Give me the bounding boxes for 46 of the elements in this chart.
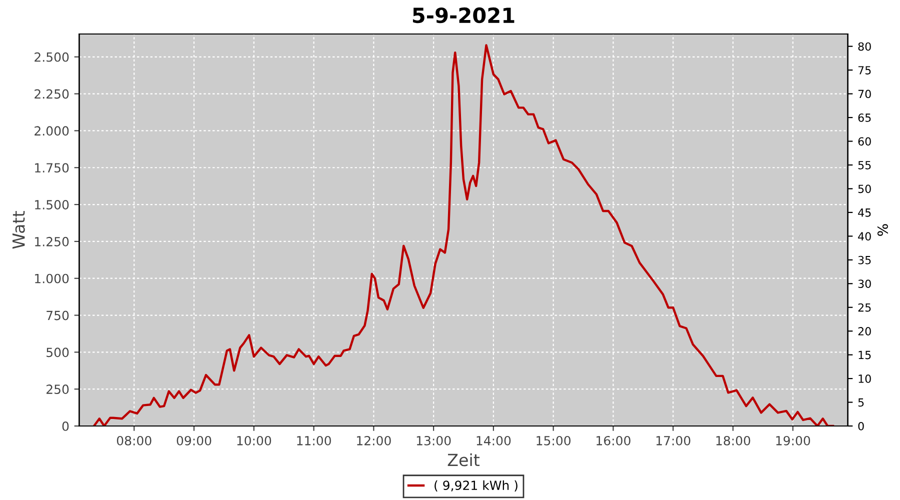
y-tick-label: 1.750	[35, 163, 69, 173]
x-tick-label: 10:00	[237, 436, 272, 446]
x-tick-label: 17:00	[656, 436, 690, 446]
x-tick-label: 12:00	[357, 436, 391, 446]
x-tick-label: 08:00	[116, 436, 152, 446]
y2-tick-label: 5	[858, 398, 864, 407]
y-tick-label: 750	[46, 310, 69, 320]
y2-tick-label: 75	[858, 66, 871, 74]
y2-tick-label: 50	[858, 184, 871, 194]
y2-tick-label: 30	[858, 280, 871, 288]
y2-tick-label: 65	[858, 114, 871, 122]
y-tick-label: 2.500	[34, 52, 69, 62]
line-series	[92, 44, 834, 426]
y2-tick-label: 10	[858, 374, 871, 383]
y2-tick-label: 45	[858, 208, 871, 217]
x-tick-label: 16:00	[596, 436, 630, 446]
y-tick-label: 250	[46, 384, 69, 394]
y-tick-label: 1.500	[35, 200, 69, 210]
y2-tick-label: 35	[858, 256, 871, 264]
y-tick-label: 1.000	[35, 274, 69, 284]
x-tick-label: 15:00	[536, 436, 571, 446]
chart-title: 5-9-2021	[412, 7, 514, 24]
y-tick-label: 2.000	[34, 126, 69, 136]
y2-tick-label: 0	[858, 422, 864, 430]
x-tick-label: 13:00	[416, 436, 451, 446]
y2-tick-label: 70	[858, 90, 871, 98]
y2-tick-label: 60	[858, 137, 871, 146]
x-axis-title: Zeit	[448, 453, 480, 466]
y-tick-label: 2.250	[34, 89, 69, 99]
y-tick-label: 500	[46, 348, 69, 358]
y2-tick-label: 40	[858, 232, 871, 241]
y-axis-title: Watt	[12, 211, 25, 249]
y2-tick-label: 80	[858, 42, 871, 51]
y2-tick-label: 25	[858, 303, 871, 312]
y2-axis-title: %	[877, 224, 888, 236]
legend-label: ( 9,921 kWh )	[434, 480, 518, 492]
y-tick-label: 0	[62, 421, 69, 431]
y2-tick-label: 20	[858, 327, 871, 336]
x-tick-label: 18:00	[716, 436, 750, 446]
y2-tick-label: 15	[858, 350, 871, 360]
x-tick-label: 09:00	[176, 436, 212, 446]
x-tick-label: 11:00	[297, 436, 331, 446]
x-tick-label: 19:00	[776, 436, 810, 446]
y2-tick-label: 55	[858, 161, 871, 170]
y-tick-label: 1.250	[35, 236, 69, 246]
x-tick-label: 14:00	[476, 436, 511, 446]
